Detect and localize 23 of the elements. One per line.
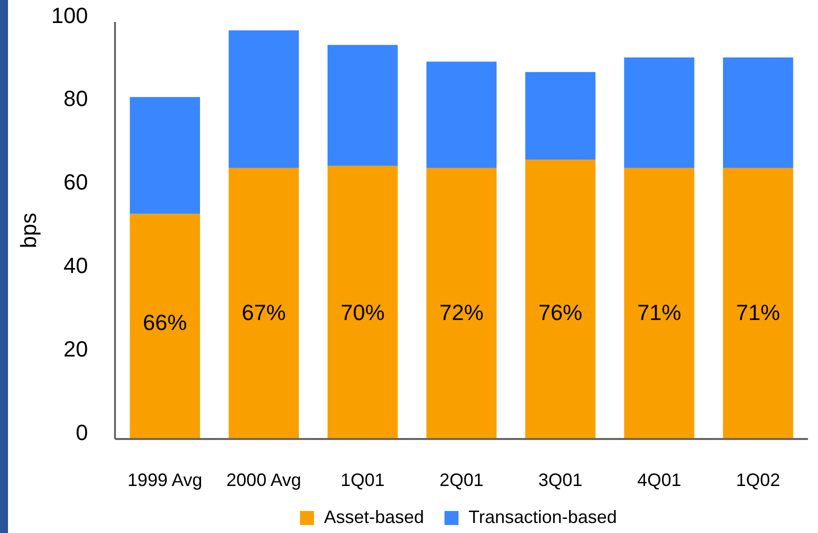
annotation: 76%	[538, 300, 582, 325]
annotation: 71%	[637, 300, 682, 325]
annotation: 67%	[242, 300, 286, 325]
y-tick-label: 80	[64, 86, 88, 112]
annotation: 70%	[340, 300, 385, 325]
x-tick-label: 2000 Avg	[226, 470, 302, 490]
y-tick-label: 20	[64, 336, 88, 362]
annotation: 72%	[439, 300, 484, 325]
x-tick-label: 4Q01	[637, 470, 682, 490]
x-tick-label: 1999 Avg	[128, 470, 202, 490]
y-tick-label: 40	[64, 253, 88, 278]
y-axis-title: bps	[16, 212, 41, 248]
legend-label: Transaction-based	[468, 506, 617, 527]
x-tick-label: 2Q01	[439, 470, 484, 490]
y-tick-label: 100	[51, 2, 88, 28]
legend-label: Asset-based	[324, 506, 424, 527]
annotation: 66%	[142, 310, 187, 335]
annotation: 71%	[736, 300, 780, 325]
x-tick-label: 3Q01	[538, 470, 582, 490]
y-tick-label: 0	[76, 420, 88, 445]
y-tick-label: 60	[64, 170, 88, 195]
x-tick-label: 1Q01	[340, 470, 385, 490]
x-tick-label: 1Q02	[736, 470, 780, 490]
